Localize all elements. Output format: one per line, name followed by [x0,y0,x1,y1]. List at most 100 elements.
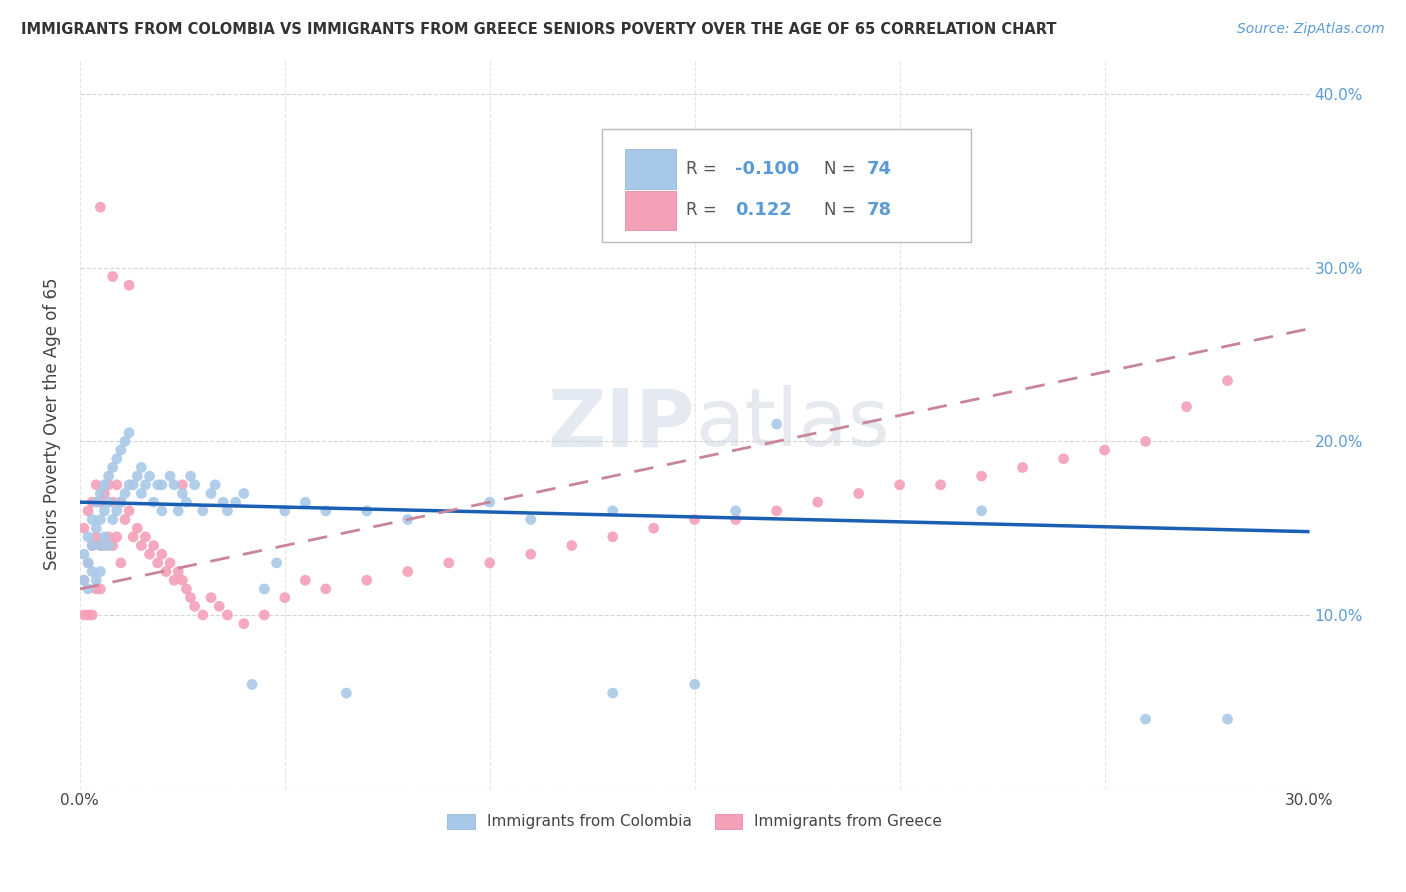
Point [127,469,149,483]
Point [93,504,115,518]
Point [183,478,205,492]
Point [294,574,316,588]
Point [335,686,357,700]
Text: 74: 74 [868,160,891,178]
Point [176,495,198,509]
Point [807,495,830,509]
Point [159,469,181,483]
Point [131,486,153,500]
Point [253,582,276,596]
Point [89,582,111,596]
Text: N =: N = [824,202,860,219]
Point [1216,712,1239,726]
Point [176,582,198,596]
Point [396,512,419,526]
Text: atlas: atlas [695,385,889,463]
Point [970,469,993,483]
Point [89,200,111,214]
Point [172,478,194,492]
Text: 0.122: 0.122 [735,202,792,219]
Point [118,478,141,492]
Text: IMMIGRANTS FROM COLOMBIA VS IMMIGRANTS FROM GREECE SENIORS POVERTY OVER THE AGE : IMMIGRANTS FROM COLOMBIA VS IMMIGRANTS F… [21,22,1056,37]
Text: -0.100: -0.100 [735,160,800,178]
Point [208,599,231,614]
Point [77,504,100,518]
Point [217,504,239,518]
Point [97,539,120,553]
Point [142,539,165,553]
Point [163,478,186,492]
Point [142,495,165,509]
Point [191,504,214,518]
Point [73,521,96,535]
Point [1175,400,1198,414]
Text: N =: N = [824,160,860,178]
Text: R =: R = [686,202,723,219]
Point [101,495,124,509]
Point [146,478,169,492]
Point [356,574,378,588]
Point [84,582,107,596]
Point [848,486,870,500]
Text: ZIP: ZIP [547,385,695,463]
Point [77,556,100,570]
Point [73,607,96,622]
Point [356,504,378,518]
Point [163,574,186,588]
Point [212,495,235,509]
Point [82,495,104,509]
Point [602,686,624,700]
Point [110,443,132,458]
Point [765,504,787,518]
Point [1216,374,1239,388]
FancyBboxPatch shape [624,149,676,188]
Point [122,478,145,492]
Point [118,278,141,293]
Point [191,607,214,622]
Point [84,530,107,544]
Point [73,574,96,588]
Point [89,486,111,500]
Point [155,565,177,579]
Point [134,478,156,492]
Point [89,539,111,553]
Point [93,539,115,553]
Text: 78: 78 [868,202,891,219]
Point [97,530,120,544]
Point [97,478,120,492]
Point [1011,460,1033,475]
Point [150,547,173,561]
Point [683,677,706,691]
Point [101,512,124,526]
Point [889,478,911,492]
Y-axis label: Seniors Poverty Over the Age of 65: Seniors Poverty Over the Age of 65 [44,277,60,570]
Point [77,530,100,544]
Point [89,565,111,579]
Point [1052,451,1074,466]
Point [131,460,153,475]
Point [84,478,107,492]
Point [274,591,297,605]
Point [118,425,141,440]
Point [138,547,160,561]
Point [1135,434,1157,449]
Point [82,539,104,553]
Point [118,504,141,518]
Point [180,591,202,605]
Point [105,530,128,544]
Point [127,521,149,535]
Point [478,495,501,509]
Point [84,521,107,535]
Point [101,460,124,475]
Point [146,556,169,570]
Point [82,565,104,579]
Point [110,556,132,570]
Point [602,504,624,518]
Point [114,486,136,500]
Point [150,504,173,518]
Point [437,556,460,570]
Point [232,486,254,500]
Point [101,539,124,553]
FancyBboxPatch shape [602,128,972,242]
Point [110,495,132,509]
